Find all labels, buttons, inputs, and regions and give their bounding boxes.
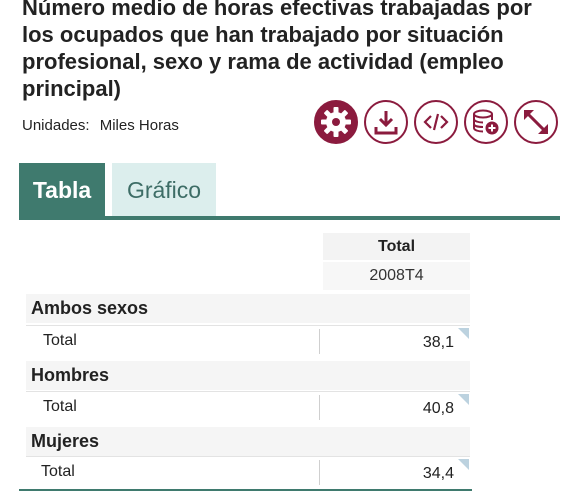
tab-chart[interactable]: Gráfico	[112, 163, 216, 217]
units-value: Miles Horas	[99, 117, 179, 134]
row-label: Total	[41, 463, 75, 480]
cell-divider	[319, 395, 320, 420]
code-icon	[423, 113, 449, 131]
tab-table[interactable]: Tabla	[19, 163, 105, 217]
database-add-icon	[473, 109, 499, 135]
table-bottom-border	[19, 489, 472, 491]
expand-icon	[524, 110, 548, 134]
gear-icon	[321, 107, 351, 137]
section-header-mujeres: Mujeres	[26, 427, 470, 456]
table-row: Total 38,1	[26, 325, 470, 358]
fullscreen-button[interactable]	[514, 100, 558, 144]
cell-divider	[319, 460, 320, 485]
table-row: Total 40,8	[26, 391, 470, 424]
table-row: Total 34,4	[26, 456, 470, 489]
download-button[interactable]	[364, 100, 408, 144]
cell-note-flag-icon[interactable]	[458, 459, 469, 470]
row-label: Total	[43, 398, 77, 415]
tab-underline	[19, 216, 560, 220]
cell-note-flag-icon[interactable]	[458, 328, 469, 339]
cell-note-flag-icon[interactable]	[458, 394, 469, 405]
cell-divider	[319, 329, 320, 354]
add-to-database-button[interactable]	[464, 100, 508, 144]
column-header-total[interactable]: Total	[323, 233, 470, 260]
column-header-period[interactable]: 2008T4	[323, 262, 470, 290]
toolbar	[314, 100, 558, 144]
page-title: Número medio de horas efectivas trabajad…	[22, 0, 532, 101]
settings-button[interactable]	[314, 100, 358, 144]
view-tabs: Tabla Gráfico	[19, 163, 216, 217]
embed-code-button[interactable]	[414, 100, 458, 144]
download-icon	[374, 111, 398, 135]
cell-value: 38,1	[422, 334, 454, 351]
cell-value: 40,8	[422, 400, 454, 417]
row-label: Total	[43, 332, 77, 349]
section-header-ambos-sexos: Ambos sexos	[26, 294, 470, 323]
section-header-hombres: Hombres	[26, 361, 470, 390]
units-line: Unidades: Miles Horas	[22, 117, 179, 134]
units-label: Unidades:	[22, 117, 90, 134]
cell-value: 34,4	[422, 465, 454, 482]
